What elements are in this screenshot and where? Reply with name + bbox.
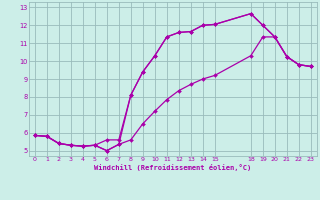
X-axis label: Windchill (Refroidissement éolien,°C): Windchill (Refroidissement éolien,°C): [94, 164, 252, 171]
